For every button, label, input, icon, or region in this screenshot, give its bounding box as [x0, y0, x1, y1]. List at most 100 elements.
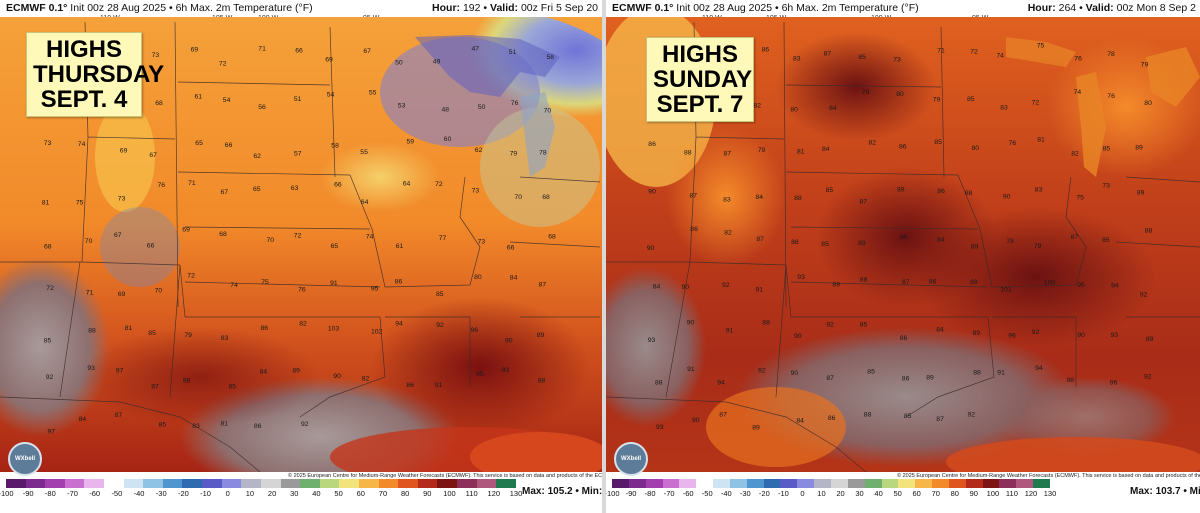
colorbar-tick-label: -80 — [644, 489, 656, 498]
right-field-name: 6h Max. 2m Temperature (°F) — [781, 2, 919, 14]
station-temperature-label: 68 — [44, 244, 52, 251]
station-temperature-label: 75 — [261, 279, 269, 286]
colorbar-swatch — [965, 479, 983, 488]
left-map-panel: ECMWF 0.1° Init 00z 28 Aug 2025 • 6h Max… — [0, 2, 602, 498]
station-temperature-label: 73 — [44, 140, 52, 147]
colorbar-tick-label: 120 — [487, 489, 501, 498]
station-temperature-label: 47 — [472, 46, 480, 53]
station-temperature-label: 90 — [692, 417, 700, 424]
station-temperature-label: 93 — [502, 367, 510, 374]
station-temperature-label: 84 — [937, 237, 945, 244]
station-temperature-label: 70 — [544, 108, 552, 115]
station-temperature-label: 67 — [149, 152, 157, 159]
station-temperature-label: 76 — [1009, 140, 1017, 147]
station-temperature-label: 79 — [758, 147, 766, 154]
station-temperature-label: 91 — [726, 328, 734, 335]
station-temperature-label: 79 — [1141, 61, 1149, 68]
station-temperature-label: 81 — [221, 421, 229, 428]
station-temperature-label: 86 — [900, 335, 908, 342]
station-temperature-label: 102 — [371, 328, 383, 335]
right-max-value: 103.7 — [1155, 486, 1181, 497]
station-temperature-label: 68 — [548, 233, 556, 240]
station-temperature-label: 55 — [369, 90, 377, 97]
station-temperature-label: 91 — [997, 370, 1005, 377]
station-temperature-label: 87 — [724, 150, 732, 157]
colorbar-swatch — [746, 479, 764, 488]
title-line: HIGHS — [45, 36, 122, 63]
station-temperature-label: 89 — [833, 281, 841, 288]
colorbar-tick-label: -40 — [133, 489, 145, 498]
station-temperature-label: 88 — [973, 370, 981, 377]
station-temperature-label: 86 — [762, 47, 770, 54]
right-hour-value: 264 — [1058, 2, 1077, 14]
station-temperature-label: 72 — [187, 273, 195, 280]
station-temperature-label: 73 — [478, 239, 486, 246]
station-temperature-label: 96 — [1008, 333, 1016, 340]
colorbar-tick-label: 90 — [969, 489, 978, 498]
colorbar-tick-label: -100 — [0, 489, 14, 498]
colorbar-swatch — [25, 479, 46, 488]
station-temperature-label: 80 — [790, 107, 798, 114]
colorbar-tick-label: -20 — [758, 489, 770, 498]
left-init-time: Init 00z 28 Aug 2025 — [70, 2, 167, 14]
right-init-time: Init 00z 28 Aug 2025 — [676, 2, 773, 14]
station-temperature-label: 65 — [253, 186, 261, 193]
station-temperature-label: 89 — [752, 424, 760, 431]
station-temperature-label: 69 — [325, 57, 333, 64]
station-temperature-label: 90 — [682, 284, 690, 291]
colorbar-swatch — [898, 479, 916, 488]
colorbar-tick-label: -60 — [89, 489, 101, 498]
station-temperature-label: 85 — [229, 384, 237, 391]
colorbar-swatch — [221, 479, 242, 488]
station-temperature-label: 71 — [937, 48, 945, 55]
station-temperature-label: 49 — [433, 59, 441, 66]
station-temperature-label: 60 — [444, 136, 452, 143]
station-temperature-label: 64 — [403, 181, 411, 188]
station-temperature-label: 80 — [896, 91, 904, 98]
station-temperature-label: 83 — [1000, 104, 1008, 111]
right-day-title: HIGHS SUNDAY SEPT. 7 — [646, 37, 754, 122]
station-temperature-label: 83 — [723, 197, 731, 204]
title-line: SUNDAY — [653, 66, 753, 93]
station-temperature-label: 90 — [794, 333, 802, 340]
colorbar-swatch — [378, 479, 399, 488]
station-temperature-label: 89 — [970, 279, 978, 286]
station-temperature-label: 73 — [472, 187, 480, 194]
station-temperature-label: 88 — [684, 149, 692, 156]
colorbar-tick-label: 40 — [312, 489, 321, 498]
station-temperature-label: 82 — [1071, 151, 1079, 158]
station-temperature-label: 64 — [361, 199, 369, 206]
station-temperature-label: 81 — [1037, 136, 1045, 143]
station-temperature-label: 78 — [862, 89, 870, 96]
station-temperature-label: 89 — [926, 375, 934, 382]
left-hour-value: 192 — [462, 2, 481, 14]
station-temperature-label: 85 — [44, 337, 52, 344]
station-temperature-label: 84 — [756, 194, 764, 201]
colorbar-tick-label: 30 — [290, 489, 299, 498]
colorbar-swatch — [45, 479, 65, 488]
colorbar-tick-label: 50 — [334, 489, 343, 498]
station-temperature-label: 81 — [125, 325, 133, 332]
station-temperature-label: 54 — [223, 97, 231, 104]
colorbar-swatch — [679, 479, 697, 488]
station-temperature-label: 76 — [158, 182, 166, 189]
station-temperature-label: 95 — [371, 285, 379, 292]
colorbar-swatch — [280, 479, 301, 488]
station-temperature-label: 87 — [539, 282, 547, 289]
station-temperature-label: 62 — [475, 147, 483, 154]
station-temperature-label: 85 — [826, 187, 834, 194]
station-temperature-label: 74 — [366, 233, 374, 240]
station-temperature-label: 68 — [542, 194, 550, 201]
station-temperature-label: 72 — [219, 61, 227, 68]
colorbar-swatch — [84, 479, 105, 488]
station-temperature-label: 80 — [972, 145, 980, 152]
station-temperature-label: 84 — [796, 417, 804, 424]
station-temperature-label: 88 — [1145, 227, 1153, 234]
station-temperature-label: 90 — [647, 245, 655, 252]
station-temperature-label: 84 — [829, 105, 837, 112]
station-temperature-label: 87 — [936, 416, 944, 423]
colorbar-swatch — [162, 479, 183, 488]
station-temperature-label: 92 — [1140, 292, 1148, 299]
station-temperature-label: 53 — [398, 102, 406, 109]
station-temperature-label: 70 — [267, 237, 275, 244]
